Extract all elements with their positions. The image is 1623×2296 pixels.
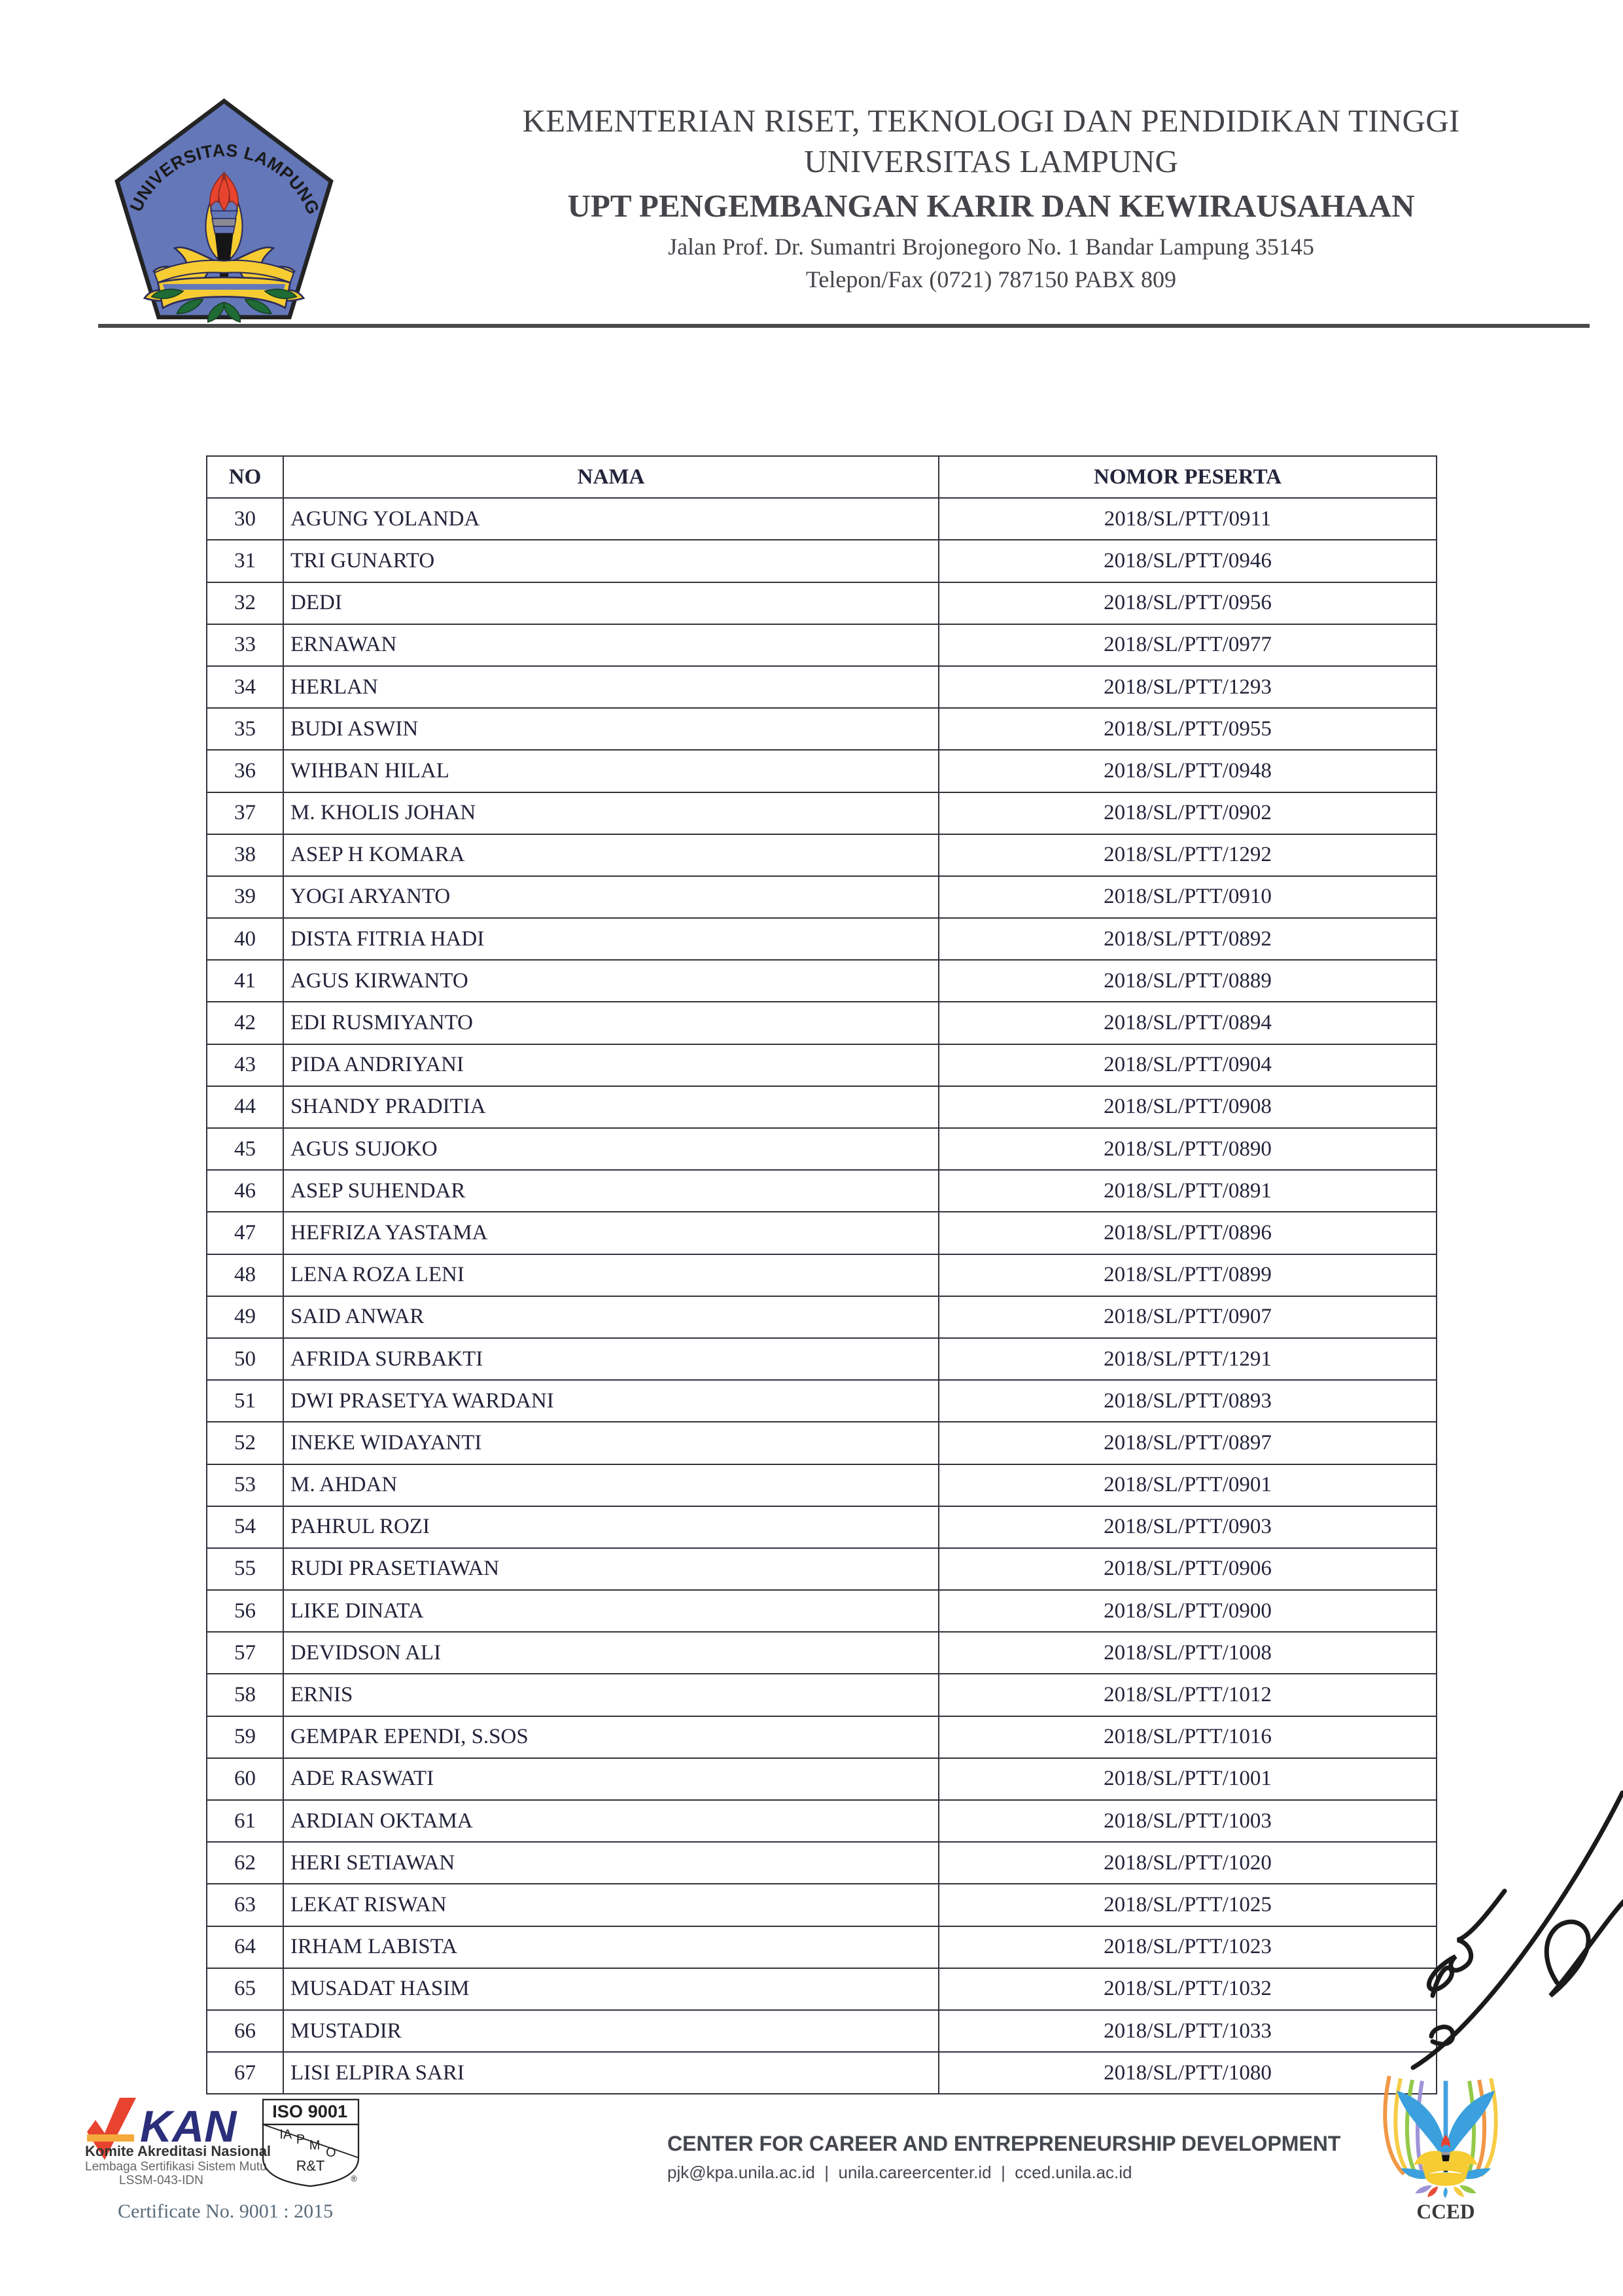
svg-text:LSSM-043-IDN: LSSM-043-IDN (119, 2174, 203, 2187)
svg-text:M: M (309, 2138, 321, 2153)
svg-text:P: P (296, 2132, 305, 2147)
svg-text:R&T: R&T (296, 2158, 325, 2174)
svg-text:®: ® (351, 2174, 357, 2183)
svg-text:IA: IA (279, 2128, 292, 2142)
svg-text:Komite Akreditasi Nasional: Komite Akreditasi Nasional (85, 2143, 271, 2159)
svg-text:CCED: CCED (1416, 2200, 1475, 2223)
svg-text:ISO 9001: ISO 9001 (272, 2101, 347, 2121)
svg-text:Lembaga Sertifikasi Sistem Mut: Lembaga Sertifikasi Sistem Mutu (85, 2160, 267, 2174)
svg-text:O: O (326, 2146, 336, 2160)
